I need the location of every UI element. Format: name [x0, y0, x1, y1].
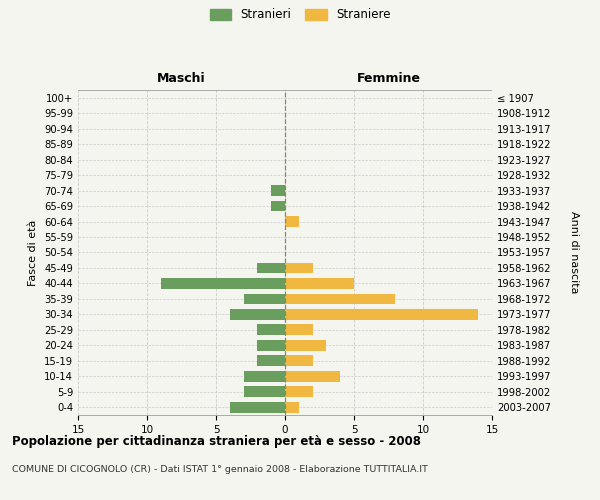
- Bar: [257, 262, 285, 274]
- Text: Femmine: Femmine: [356, 72, 421, 85]
- Bar: [161, 278, 285, 289]
- Bar: [285, 356, 313, 366]
- Bar: [230, 309, 285, 320]
- Bar: [244, 294, 285, 304]
- Text: Maschi: Maschi: [157, 72, 206, 85]
- Legend: Stranieri, Straniere: Stranieri, Straniere: [207, 6, 393, 24]
- Bar: [257, 324, 285, 336]
- Bar: [285, 216, 299, 227]
- Bar: [285, 262, 313, 274]
- Bar: [285, 294, 395, 304]
- Bar: [257, 356, 285, 366]
- Bar: [244, 371, 285, 382]
- Y-axis label: Fasce di età: Fasce di età: [28, 220, 38, 286]
- Bar: [285, 371, 340, 382]
- Bar: [285, 386, 313, 397]
- Bar: [285, 340, 326, 351]
- Text: COMUNE DI CICOGNOLO (CR) - Dati ISTAT 1° gennaio 2008 - Elaborazione TUTTITALIA.: COMUNE DI CICOGNOLO (CR) - Dati ISTAT 1°…: [12, 465, 428, 474]
- Y-axis label: Anni di nascita: Anni di nascita: [569, 211, 580, 294]
- Bar: [271, 200, 285, 211]
- Bar: [285, 278, 354, 289]
- Bar: [285, 309, 478, 320]
- Bar: [244, 386, 285, 397]
- Text: Popolazione per cittadinanza straniera per età e sesso - 2008: Popolazione per cittadinanza straniera p…: [12, 435, 421, 448]
- Bar: [271, 185, 285, 196]
- Bar: [257, 340, 285, 351]
- Bar: [285, 324, 313, 336]
- Bar: [285, 402, 299, 412]
- Bar: [230, 402, 285, 412]
